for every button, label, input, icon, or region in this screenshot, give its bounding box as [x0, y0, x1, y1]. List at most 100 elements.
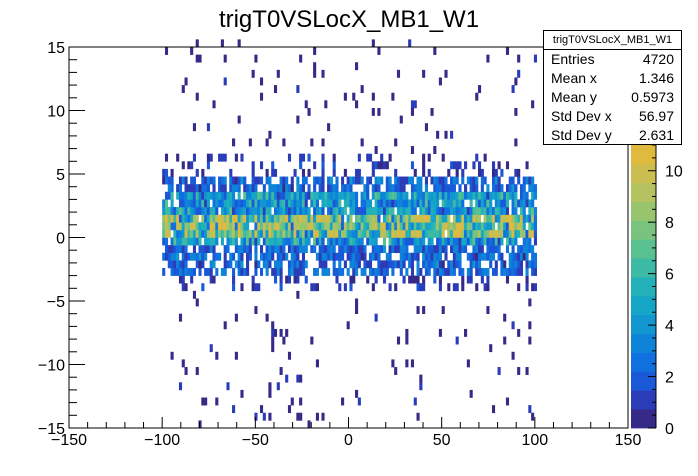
heatmap-cell — [299, 260, 303, 269]
heatmap-cell — [433, 245, 437, 254]
heatmap-cell — [248, 138, 252, 147]
heatmap-cell — [282, 191, 286, 200]
heatmap-cell — [503, 191, 507, 200]
heatmap-cell — [254, 184, 258, 193]
heatmap-cell — [234, 245, 238, 254]
heatmap-cell — [514, 138, 518, 147]
heatmap-cell — [206, 161, 210, 170]
heatmap-cell — [243, 237, 247, 246]
heatmap-cell — [374, 275, 378, 284]
heatmap-cell — [296, 191, 300, 200]
heatmap-cell — [399, 252, 403, 261]
heatmap-cell — [461, 267, 465, 276]
heatmap-cell — [170, 222, 174, 231]
heatmap-cell — [450, 176, 454, 185]
heatmap-cell — [410, 222, 415, 231]
heatmap-cell — [307, 229, 311, 238]
heatmap-cell — [257, 191, 261, 200]
heatmap-cell — [433, 214, 437, 223]
heatmap-cell — [486, 267, 490, 276]
heatmap-cell — [528, 222, 532, 231]
heatmap-cell — [511, 252, 515, 261]
heatmap-cell — [338, 237, 342, 246]
heatmap-cell — [234, 199, 238, 208]
heatmap-cell — [257, 283, 261, 292]
heatmap-cell — [360, 207, 364, 215]
heatmap-cell — [483, 199, 487, 208]
heatmap-cell — [450, 229, 454, 238]
heatmap-cell — [315, 359, 319, 368]
heatmap-cell — [469, 207, 473, 215]
heatmap-cell — [519, 267, 524, 276]
heatmap-cell — [500, 214, 504, 223]
heatmap-cell — [447, 237, 451, 246]
heatmap-cell — [265, 168, 269, 177]
stats-value: 56.97 — [638, 108, 674, 124]
heatmap-cell — [243, 191, 247, 200]
heatmap-cell — [464, 237, 468, 246]
heatmap-cell — [514, 214, 518, 223]
heatmap-cell — [315, 237, 319, 246]
heatmap-cell — [223, 260, 227, 269]
heatmap-cell — [394, 199, 398, 208]
heatmap-cell — [369, 176, 373, 185]
heatmap-cell — [259, 214, 264, 223]
heatmap-cell — [416, 184, 420, 193]
heatmap-cell — [508, 267, 512, 276]
heatmap-cell — [206, 176, 210, 185]
heatmap-cell — [271, 214, 275, 223]
heatmap-cell — [413, 229, 417, 238]
heatmap-cell — [301, 245, 306, 254]
heatmap-cell — [399, 184, 403, 193]
heatmap-cell — [299, 184, 303, 193]
heatmap-cell — [444, 130, 448, 139]
heatmap-cell — [192, 176, 196, 185]
heatmap-cell — [402, 229, 406, 238]
heatmap-cell — [335, 214, 339, 223]
heatmap-cell — [296, 275, 300, 284]
heatmap-cell — [352, 260, 356, 269]
heatmap-cell — [352, 245, 356, 254]
heatmap-cell — [382, 267, 387, 276]
heatmap-cell — [301, 267, 306, 276]
heatmap-cell — [519, 184, 524, 193]
heatmap-cell — [369, 222, 373, 231]
heatmap-cell — [321, 214, 325, 223]
heatmap-cell — [505, 229, 510, 238]
heatmap-cell — [472, 191, 476, 200]
heatmap-cell — [480, 168, 484, 177]
heatmap-cell — [178, 237, 183, 246]
heatmap-cell — [321, 229, 325, 238]
heatmap-cell — [519, 260, 524, 269]
heatmap-cell — [349, 176, 353, 185]
heatmap-cell — [399, 267, 403, 276]
heatmap-cell — [201, 207, 205, 215]
heatmap-cell — [438, 245, 442, 254]
heatmap-cell — [360, 229, 364, 238]
heatmap-cell — [329, 207, 333, 215]
heatmap-cell — [447, 207, 451, 215]
heatmap-cell — [184, 199, 188, 208]
heatmap-cell — [204, 191, 208, 200]
heatmap-cell — [491, 222, 496, 231]
heatmap-cell — [273, 184, 278, 193]
heatmap-cell — [452, 184, 456, 193]
heatmap-cell — [232, 138, 236, 147]
heatmap-cell — [422, 229, 426, 238]
heatmap-cell — [497, 222, 501, 231]
heatmap-cell — [276, 260, 280, 269]
heatmap-cell — [433, 229, 437, 238]
heatmap-cell — [511, 260, 515, 269]
heatmap-cell — [170, 191, 174, 200]
heatmap-cell — [427, 245, 431, 254]
heatmap-cell — [522, 207, 526, 215]
heatmap-cell — [352, 267, 356, 276]
heatmap-cell — [204, 199, 208, 208]
heatmap-cell — [360, 222, 364, 231]
heatmap-cell — [265, 229, 269, 238]
heatmap-cell — [285, 207, 289, 215]
heatmap-cell — [374, 252, 378, 261]
heatmap-cell — [517, 260, 521, 269]
heatmap-cell — [402, 191, 406, 200]
heatmap-cell — [405, 207, 409, 215]
